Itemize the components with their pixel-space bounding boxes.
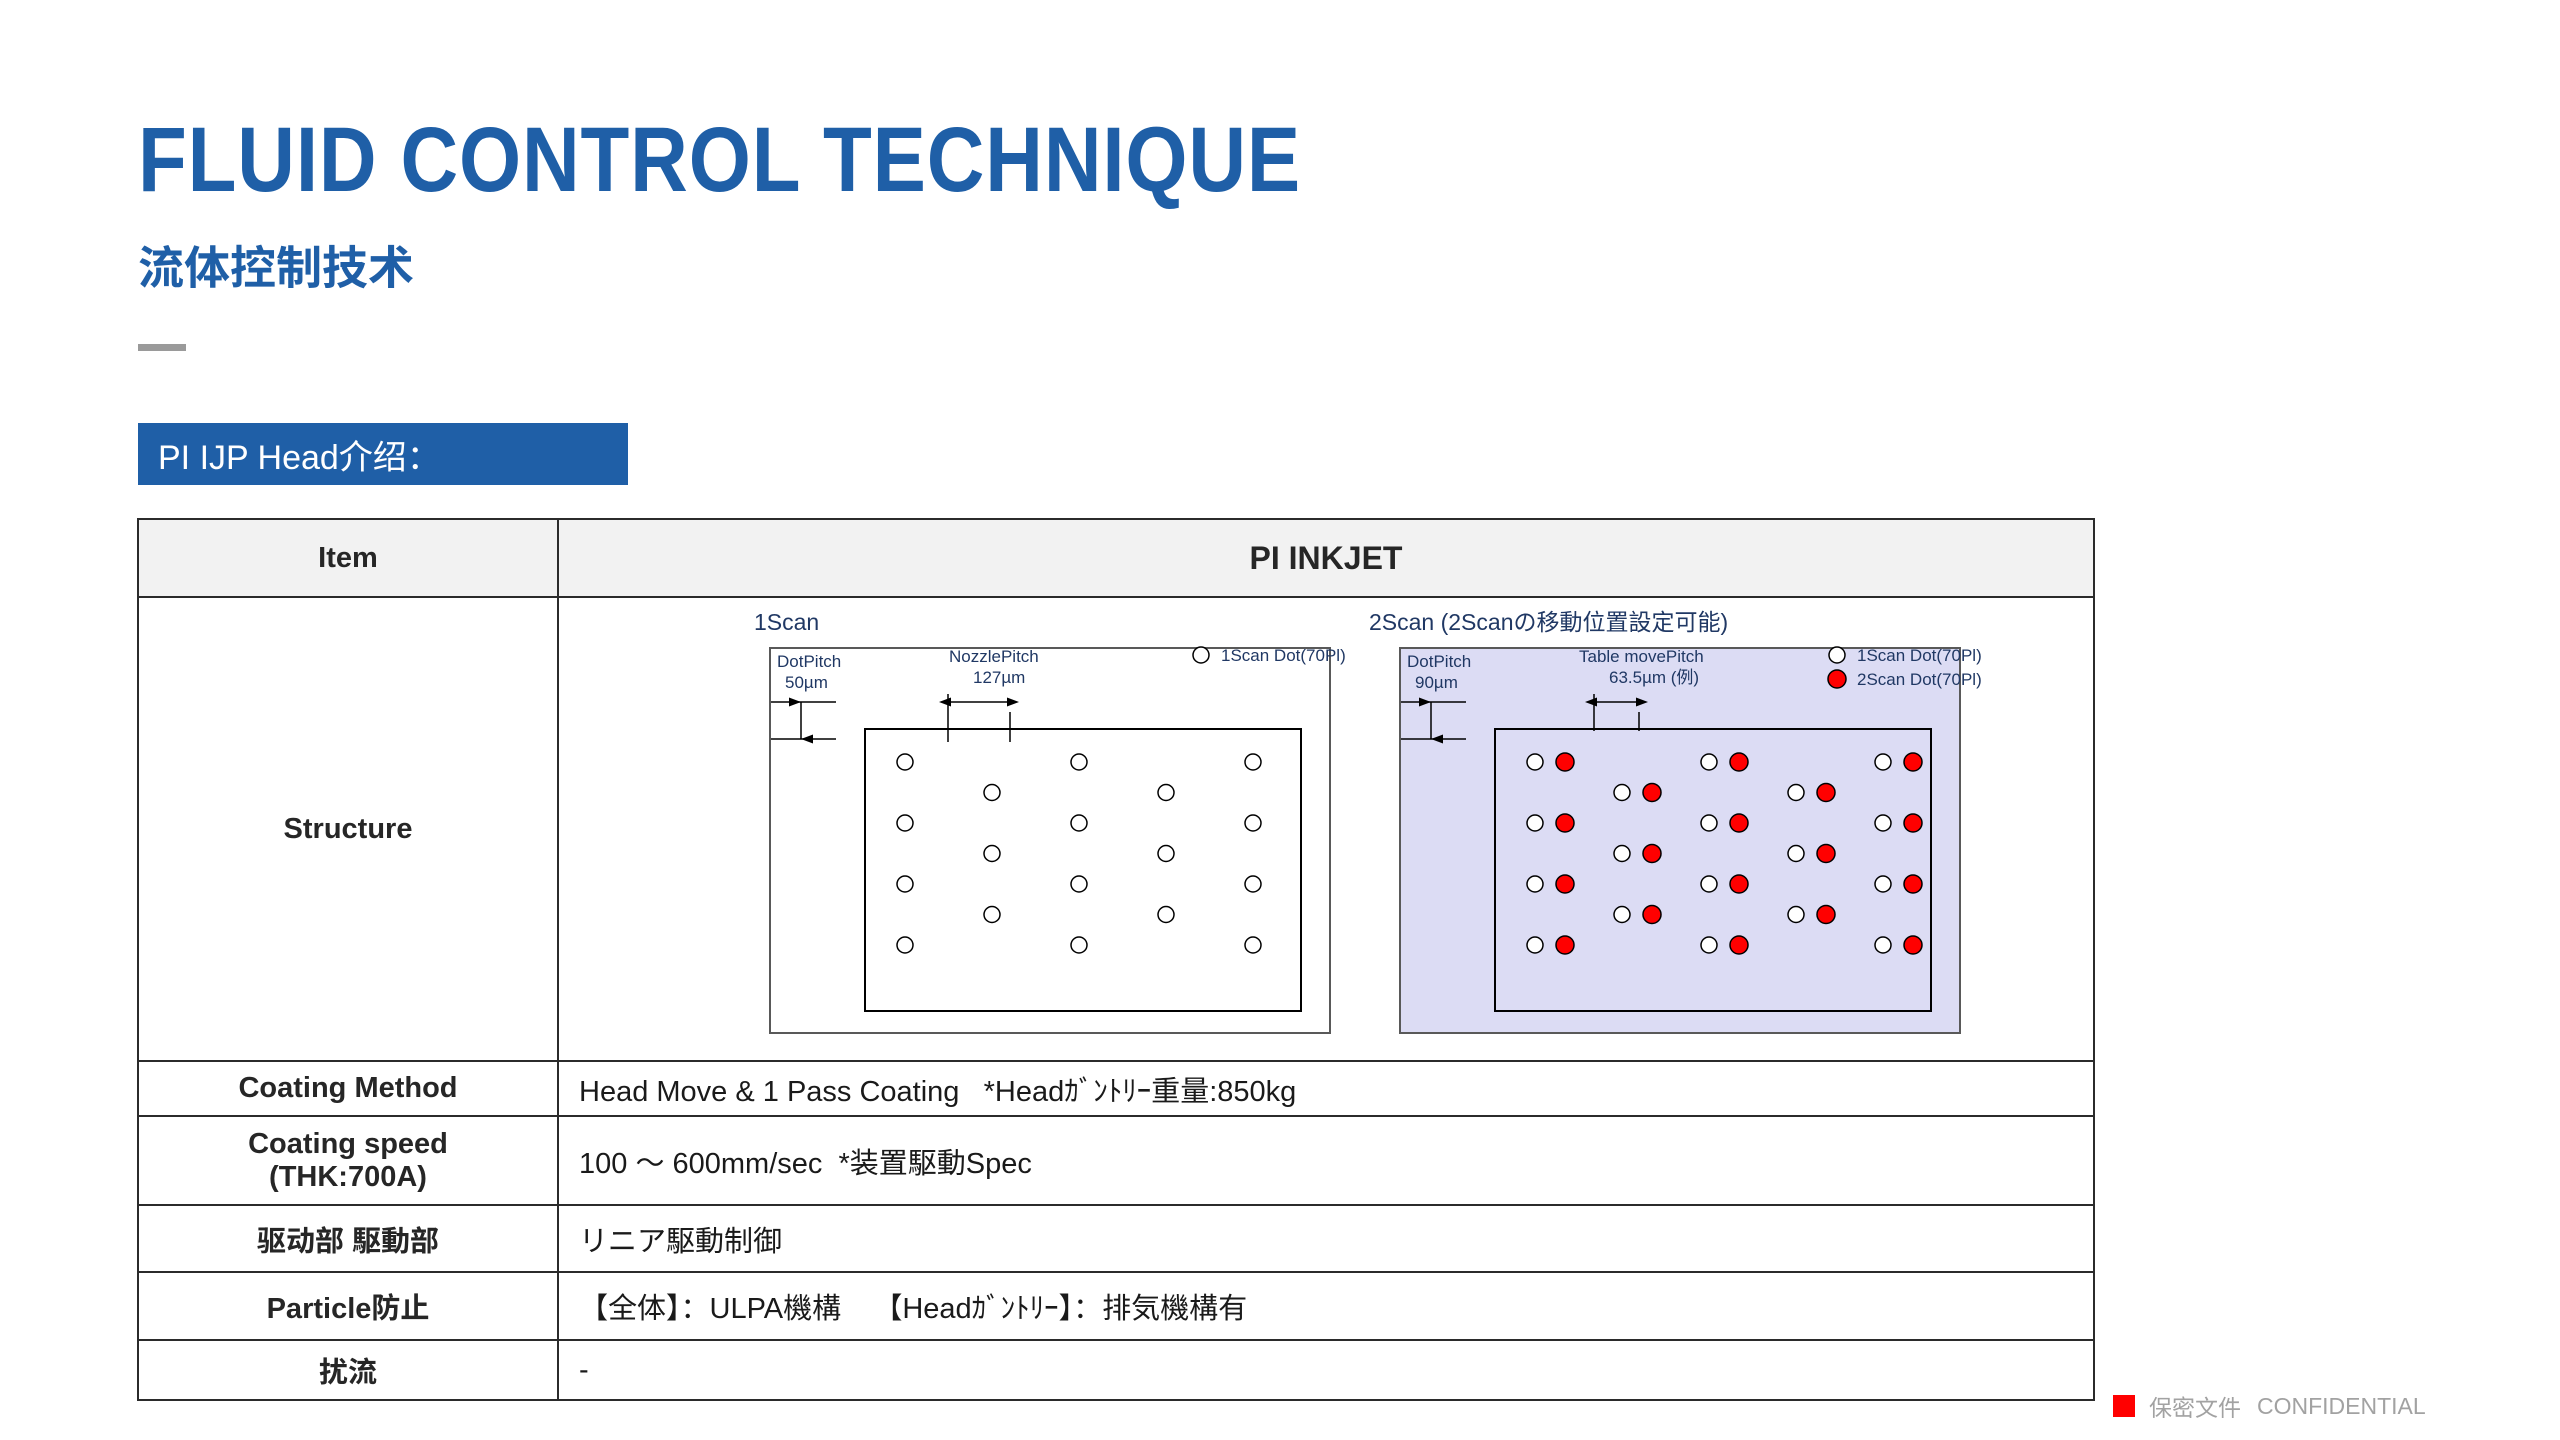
svg-text:127µm: 127µm	[973, 668, 1025, 687]
svg-text:1Scan Dot(70Pl): 1Scan Dot(70Pl)	[1857, 646, 1982, 665]
svg-text:DotPitch: DotPitch	[777, 652, 841, 671]
svg-text:2Scan (2Scanの移動位置設定可能): 2Scan (2Scanの移動位置設定可能)	[1369, 609, 1728, 635]
svg-text:63.5µm (例): 63.5µm (例)	[1609, 668, 1699, 687]
svg-text:DotPitch: DotPitch	[1407, 652, 1471, 671]
svg-text:50µm: 50µm	[785, 673, 828, 692]
svg-text:2Scan Dot(70Pl): 2Scan Dot(70Pl)	[1857, 670, 1982, 689]
svg-text:1Scan Dot(70Pl): 1Scan Dot(70Pl)	[1221, 646, 1346, 665]
svg-text:Table movePitch: Table movePitch	[1579, 647, 1704, 666]
svg-text:NozzlePitch: NozzlePitch	[949, 647, 1039, 666]
svg-text:90µm: 90µm	[1415, 673, 1458, 692]
svg-text:1Scan: 1Scan	[754, 609, 819, 635]
